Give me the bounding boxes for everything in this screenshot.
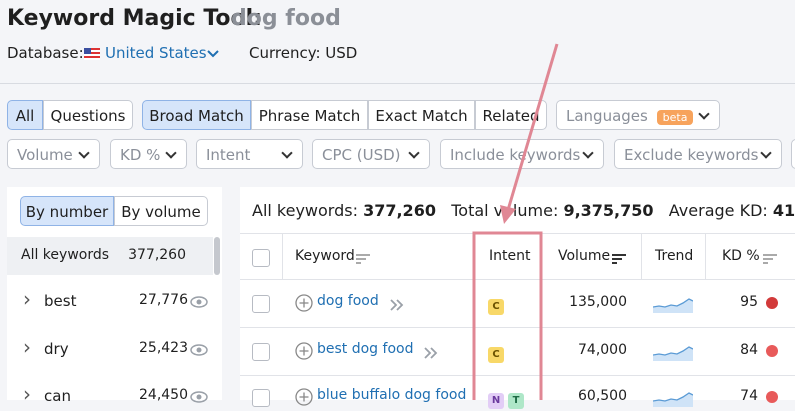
add-icon[interactable] — [295, 342, 313, 364]
database-select[interactable]: United States — [105, 44, 207, 62]
toggle[interactable]: By number — [20, 196, 114, 226]
column-header[interactable]: Trend — [655, 248, 694, 264]
table-border — [240, 327, 795, 328]
chevron — [207, 50, 219, 58]
highlight-box — [472, 231, 543, 400]
group-name: All keywords — [21, 247, 110, 263]
expand-icon[interactable]: › — [23, 382, 31, 406]
keyword-link[interactable]: best dog food — [317, 341, 414, 357]
column-header[interactable]: Keyword — [295, 248, 355, 264]
divider — [0, 83, 795, 84]
more-filter[interactable] — [791, 139, 795, 169]
currency: Currency: USD — [249, 44, 358, 62]
filter-dropdown[interactable]: KD % — [110, 139, 187, 169]
filter-dropdown[interactable]: Exclude keywords — [614, 139, 782, 169]
group-count: 25,423 — [139, 340, 188, 356]
summary-value: 41% — [772, 201, 795, 220]
keyword-link[interactable]: dog food — [317, 293, 379, 309]
scrollbar — [214, 237, 220, 275]
row-checkbox[interactable] — [252, 343, 270, 361]
tab[interactable]: Questions — [43, 100, 133, 130]
summary-label: Average KD: — [668, 201, 768, 220]
flag — [84, 48, 100, 60]
intent-cell: C — [488, 295, 508, 315]
trend-sparkline — [652, 291, 694, 317]
group-name[interactable]: dry — [44, 340, 69, 358]
row-checkbox[interactable] — [252, 295, 270, 313]
filter-dropdown[interactable]: Intent — [196, 139, 303, 169]
kd-dot — [766, 345, 778, 357]
kd-cell: 84 — [740, 342, 758, 358]
column-header[interactable]: Intent — [489, 248, 531, 264]
open-icon[interactable] — [389, 297, 405, 315]
sort-icon[interactable] — [356, 251, 370, 269]
filter-dropdown[interactable]: CPC (USD) — [312, 139, 430, 169]
column-header[interactable]: Volume — [558, 248, 611, 264]
add-icon[interactable] — [295, 294, 313, 316]
summary-value: 9,375,750 — [563, 201, 654, 220]
intent-cell: C — [488, 343, 508, 363]
database-label: Database: — [7, 44, 84, 62]
volume-cell: 74,000 — [578, 342, 627, 358]
languages-dropdown[interactable]: Languages beta — [556, 100, 720, 130]
beta-badge: beta — [656, 110, 694, 125]
query: dog food — [231, 6, 341, 31]
annotation — [472, 43, 559, 400]
tab[interactable]: Broad Match — [142, 100, 251, 130]
arrow-head — [500, 205, 516, 224]
expand-icon[interactable]: › — [23, 335, 31, 359]
results-panel — [240, 187, 795, 400]
kd-cell: 95 — [740, 294, 758, 310]
group-count: 27,776 — [139, 292, 188, 308]
eye-icon[interactable] — [190, 294, 208, 308]
tab[interactable]: Phrase Match — [251, 100, 368, 130]
arrow-line — [506, 43, 559, 211]
eye-icon[interactable] — [190, 342, 208, 356]
intent-badge: C — [488, 299, 504, 315]
sort-icon[interactable] — [763, 251, 777, 269]
tab[interactable]: Exact Match — [368, 100, 475, 130]
table-border — [240, 279, 795, 280]
select-all-checkbox[interactable] — [252, 249, 270, 267]
summary-value: 377,260 — [363, 201, 436, 220]
table-border — [705, 233, 706, 280]
open-icon[interactable] — [423, 345, 439, 363]
toggle[interactable]: By volume — [114, 196, 208, 226]
sort-icon[interactable] — [612, 251, 626, 269]
group-name[interactable]: best — [44, 292, 77, 310]
page-title: Keyword Magic Tool: — [7, 6, 262, 31]
group-count: 24,450 — [139, 387, 188, 403]
column-header[interactable]: KD % — [722, 248, 760, 264]
group-count: 377,260 — [128, 247, 186, 263]
filter-dropdown[interactable]: Volume — [7, 139, 100, 169]
languages-label: Languages — [566, 107, 648, 125]
table-border — [282, 233, 283, 280]
intent-badge: C — [488, 347, 504, 363]
keyword-link[interactable]: blue buffalo dog food — [317, 387, 467, 403]
volume-cell: 135,000 — [569, 294, 627, 310]
page: Keyword Magic Tool: dog food Database: U… — [0, 0, 795, 400]
trend-sparkline — [652, 339, 694, 365]
table-border — [240, 375, 795, 376]
expand-icon[interactable]: › — [23, 287, 31, 311]
table-border — [641, 233, 642, 280]
kd-dot — [766, 297, 778, 309]
group-row — [7, 237, 213, 275]
tab[interactable]: All — [7, 100, 43, 130]
summary-label: All keywords: — [252, 201, 358, 220]
